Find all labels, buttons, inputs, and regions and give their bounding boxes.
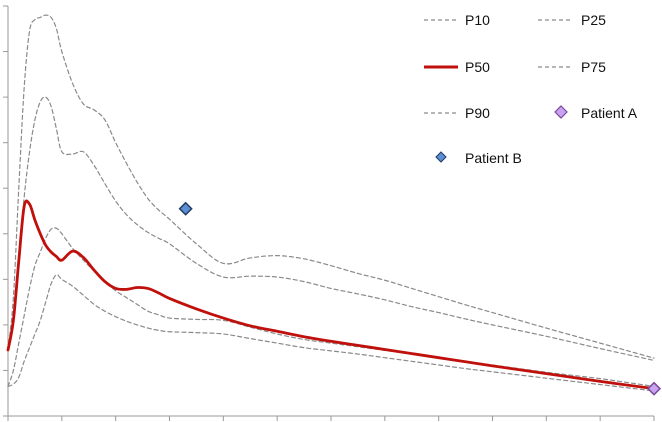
series-line-p25 [7, 227, 655, 387]
data-point-patient-a [646, 381, 662, 396]
series-line-p50 [6, 199, 656, 391]
legend-label-p90: P90 [465, 105, 490, 121]
legend-label-p25: P25 [581, 12, 606, 28]
chart-axes [3, 5, 655, 421]
legend-marker-patient-a [554, 105, 568, 119]
chart-legend: P10 P25 P50 P75 P90 Patient A Patient B [424, 12, 638, 166]
data-point-patient-b [178, 201, 193, 216]
series-line-p75 [7, 96, 655, 362]
legend-label-p75: P75 [581, 59, 606, 75]
legend-label-patient-a: Patient A [581, 105, 638, 121]
legend-label-p10: P10 [465, 12, 490, 28]
series-layer [6, 14, 656, 392]
legend-marker-patient-b [435, 151, 447, 163]
series-line-p10 [7, 274, 655, 392]
series-line-p90 [7, 14, 655, 359]
legend-label-patient-b: Patient B [465, 150, 522, 166]
points-layer [178, 201, 662, 396]
legend-label-p50: P50 [465, 59, 490, 75]
